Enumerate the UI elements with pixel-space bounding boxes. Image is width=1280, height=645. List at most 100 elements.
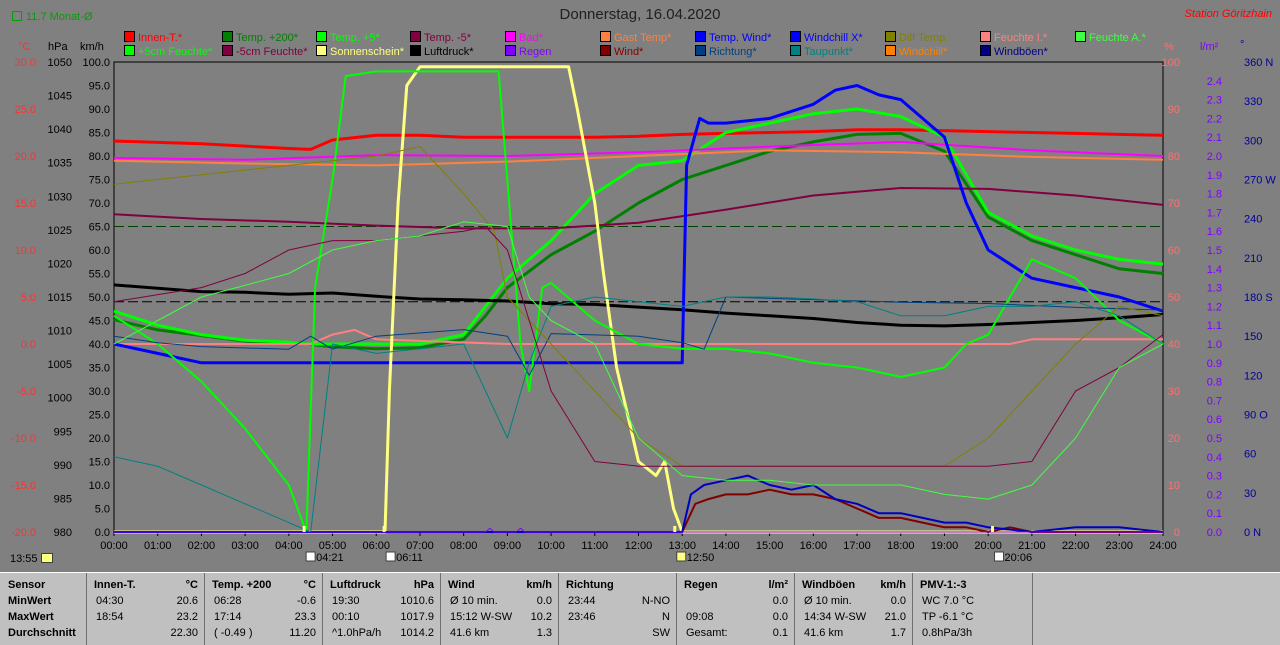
statistics-panel: Sensor MinWert MaxWert Durchschnitt Inne… <box>0 572 1280 645</box>
y-tick-label: 50 <box>1168 292 1180 304</box>
y-tick-label: 90 <box>1168 104 1180 116</box>
stats-time: 09:08 <box>686 611 714 623</box>
y-tick-label: 65.0 <box>89 222 110 234</box>
legend-label: Richtung* <box>709 46 757 58</box>
axis-unit-celsius: °C <box>18 41 31 53</box>
stats-title: Regen <box>684 579 718 591</box>
legend-swatch-icon <box>124 45 135 56</box>
stats-time: 17:14 <box>214 611 242 623</box>
y-tick-label: 0.0 <box>21 339 36 351</box>
y-tick-label: 95.0 <box>89 81 110 93</box>
stats-col-temp200: Temp. +200 °C 06:28 -0.6 17:14 23.3 ( -0.49 ) 1… <box>204 573 323 645</box>
y-tick-label: -15.0 <box>11 480 36 492</box>
x-tick-label: 20:00 <box>974 540 1002 552</box>
stats-time: ( -0.49 ) <box>214 627 253 639</box>
axis-unit-hpa: hPa <box>48 41 68 53</box>
legend-swatch-icon <box>790 45 801 56</box>
sun-marker-icon <box>40 553 53 563</box>
stats-unit: km/h <box>880 579 906 591</box>
x-tick-label: 21:00 <box>1018 540 1046 552</box>
y-tick-label: 0.3 <box>1207 471 1222 483</box>
stats-title: Wind <box>448 579 475 591</box>
y-tick-label: 0.0 <box>95 527 110 539</box>
series-line <box>114 488 1163 533</box>
monthly-average-box-icon <box>12 11 22 21</box>
x-tick-label: 10:00 <box>537 540 565 552</box>
y-tick-label: 30.0 <box>89 386 110 398</box>
stats-value: SW <box>652 627 670 639</box>
legend-label: Bad* <box>519 32 543 44</box>
x-tick-label: 18:00 <box>887 540 915 552</box>
y-tick-label: -20.0 <box>11 527 36 539</box>
stats-col-richtung: Richtung 23:44 N-NO 23:46 N SW <box>558 573 677 645</box>
stats-title: Luftdruck <box>330 579 381 591</box>
y-tick-label: 5.0 <box>95 504 110 516</box>
y-tick-label: 0.4 <box>1207 452 1222 464</box>
x-tick-label: 19:00 <box>931 540 959 552</box>
stats-unit: l/m² <box>768 579 788 591</box>
stats-value: 11.20 <box>289 627 316 639</box>
x-tick-label: 04:00 <box>275 540 303 552</box>
legend-label: Temp. +200* <box>236 32 299 44</box>
event-label: 04:21 <box>316 552 344 564</box>
stats-value: 0.0 <box>536 595 552 607</box>
y-tick-label: 100.0 <box>82 57 110 69</box>
y-tick-label: 1025 <box>48 225 72 237</box>
monthly-average: 11.7 Monat-Ø <box>12 10 92 24</box>
y-tick-label: 1050 <box>48 57 72 69</box>
legend-label: Windchill X* <box>804 32 863 44</box>
y-tick-label: 45.0 <box>89 316 110 328</box>
stats-unit: hPa <box>413 579 434 591</box>
legend-label: Regen <box>519 46 552 58</box>
y-tick-label: 1.0 <box>1207 339 1222 351</box>
chart-title: Donnerstag, 16.04.2020 <box>559 6 721 23</box>
legend-label: Temp. Wind* <box>709 32 772 44</box>
legend-item: Windböen* <box>980 45 1048 58</box>
stats-time: 15:12 W-SW <box>450 611 513 623</box>
stats-value: 0.1 <box>772 627 788 639</box>
legend-item: Regen <box>505 45 551 58</box>
legend-label: Sonnenschein* <box>330 46 405 58</box>
y-tick-label: 100 <box>1162 57 1180 69</box>
y-tick-label: 20.0 <box>15 151 36 163</box>
legend-label: Innen-T.* <box>138 32 183 44</box>
y-tick-label: 15.0 <box>15 198 36 210</box>
legend-item: Windchill* <box>885 45 947 58</box>
stats-value: 20.6 <box>176 595 198 607</box>
y-tick-label: 0.7 <box>1207 395 1222 407</box>
stats-value: 23.2 <box>176 611 198 623</box>
series-line <box>114 527 1163 533</box>
legend-label: Feuchte I.* <box>994 32 1048 44</box>
series-line <box>114 328 1163 345</box>
y-tick-label: 1030 <box>48 191 72 203</box>
y-tick-label: 80 <box>1168 151 1180 163</box>
y-tick-label: 10 <box>1168 480 1180 492</box>
stats-time: ^1.0hPa/h <box>332 627 382 639</box>
y-tick-label: 240 <box>1244 214 1262 226</box>
legend-label: +5cm Feuchte* <box>138 46 213 58</box>
x-tick-label: 12:00 <box>625 540 653 552</box>
legend-swatch-icon <box>124 31 135 42</box>
y-tick-label: 1.9 <box>1207 170 1222 182</box>
legend-swatch-icon <box>222 45 233 56</box>
legend-item: Wind* <box>600 45 643 58</box>
legend-item: Luftdruck* <box>410 45 474 58</box>
x-tick-label: 00:00 <box>100 540 128 552</box>
series-line <box>113 84 1164 365</box>
x-tick-label: 01:00 <box>144 540 172 552</box>
y-tick-label: 330 <box>1244 96 1262 108</box>
legend-swatch-icon <box>980 45 991 56</box>
legend-item: Sonnenschein* <box>316 45 404 58</box>
stats-time: 04:30 <box>96 595 124 607</box>
stats-time: Ø 10 min. <box>804 595 852 607</box>
series-line <box>114 65 1163 534</box>
stats-title: Temp. +200 <box>212 579 272 591</box>
stats-value: 0.0 <box>772 611 788 623</box>
event-label: 20:06 <box>1005 552 1033 564</box>
y-tick-label: 990 <box>54 460 72 472</box>
y-tick-label: 75.0 <box>89 175 110 187</box>
series-line <box>113 70 1164 533</box>
stats-col-wind: Wind km/h Ø 10 min. 0.0 15:12 W-SW 10.2 41.6 k… <box>440 573 559 645</box>
legend-label: Luftdruck* <box>424 46 474 58</box>
monthly-average-text: 11.7 Monat-Ø <box>26 11 93 23</box>
